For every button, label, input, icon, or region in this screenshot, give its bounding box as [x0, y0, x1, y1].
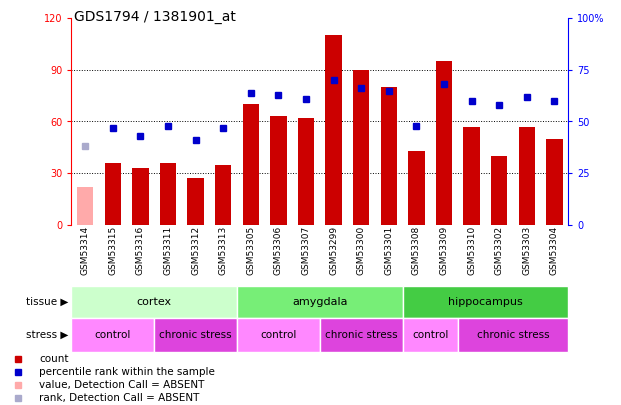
Text: GSM53316: GSM53316 [136, 226, 145, 275]
Bar [237, 318, 320, 352]
Bar [132, 168, 148, 225]
Text: GSM53303: GSM53303 [522, 226, 532, 275]
Bar [154, 318, 237, 352]
Text: GSM53308: GSM53308 [412, 226, 421, 275]
Bar [436, 61, 452, 225]
Text: GSM53310: GSM53310 [467, 226, 476, 275]
Bar [160, 163, 176, 225]
Text: hippocampus: hippocampus [448, 297, 523, 307]
Bar [463, 127, 480, 225]
Bar [297, 118, 314, 225]
Text: control: control [260, 330, 297, 340]
Bar [71, 318, 154, 352]
Text: rank, Detection Call = ABSENT: rank, Detection Call = ABSENT [39, 393, 199, 403]
Bar [270, 116, 287, 225]
Bar [353, 70, 369, 225]
Text: GSM53315: GSM53315 [108, 226, 117, 275]
Text: GSM53306: GSM53306 [274, 226, 283, 275]
Bar [402, 318, 458, 352]
Bar [77, 187, 94, 225]
Text: chronic stress: chronic stress [477, 330, 550, 340]
Bar [71, 286, 237, 318]
Text: GSM53312: GSM53312 [191, 226, 200, 275]
Bar [458, 318, 568, 352]
Text: GSM53304: GSM53304 [550, 226, 559, 275]
Text: percentile rank within the sample: percentile rank within the sample [39, 367, 215, 377]
Bar [546, 139, 563, 225]
Text: stress ▶: stress ▶ [26, 330, 68, 340]
Text: chronic stress: chronic stress [325, 330, 397, 340]
Text: GSM53311: GSM53311 [163, 226, 173, 275]
Bar [237, 286, 402, 318]
Text: cortex: cortex [137, 297, 172, 307]
Text: GSM53307: GSM53307 [302, 226, 310, 275]
Bar [188, 178, 204, 225]
Bar [402, 286, 568, 318]
Text: chronic stress: chronic stress [160, 330, 232, 340]
Bar [408, 151, 425, 225]
Text: GSM53314: GSM53314 [81, 226, 89, 275]
Text: GSM53300: GSM53300 [356, 226, 366, 275]
Bar [491, 156, 507, 225]
Bar [215, 164, 232, 225]
Bar [104, 163, 121, 225]
Text: value, Detection Call = ABSENT: value, Detection Call = ABSENT [39, 380, 205, 390]
Bar [243, 104, 259, 225]
Text: tissue ▶: tissue ▶ [26, 297, 68, 307]
Text: GSM53302: GSM53302 [495, 226, 504, 275]
Text: control: control [94, 330, 131, 340]
Text: GSM53309: GSM53309 [440, 226, 448, 275]
Text: GSM53299: GSM53299 [329, 226, 338, 275]
Text: amygdala: amygdala [292, 297, 348, 307]
Bar [381, 87, 397, 225]
Bar [320, 318, 402, 352]
Text: count: count [39, 354, 69, 364]
Bar [519, 127, 535, 225]
Bar [325, 36, 342, 225]
Text: GSM53313: GSM53313 [219, 226, 228, 275]
Text: control: control [412, 330, 448, 340]
Text: GSM53305: GSM53305 [247, 226, 255, 275]
Text: GDS1794 / 1381901_at: GDS1794 / 1381901_at [75, 10, 236, 24]
Text: GSM53301: GSM53301 [384, 226, 393, 275]
